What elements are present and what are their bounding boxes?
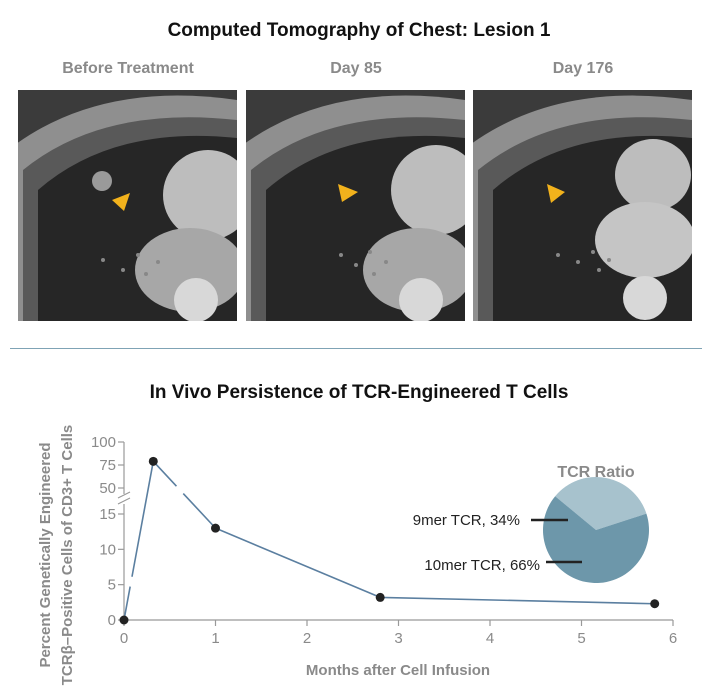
ct-label-day85: Day 85 (330, 60, 382, 77)
y-tick-label: 50 (99, 480, 116, 497)
chart-title: In Vivo Persistence of TCR-Engineered T … (149, 382, 569, 403)
data-point (148, 456, 158, 466)
x-tick-label: 6 (669, 630, 677, 647)
y-axis-label-line1: Percent Genetically Engineered (37, 442, 54, 667)
ct-scan-day176 (473, 90, 692, 321)
ct-title: Computed Tomography of Chest: Lesion 1 (167, 20, 551, 41)
arrow-icon (547, 184, 565, 203)
section-divider (10, 348, 702, 349)
y-tick-label: 5 (108, 577, 116, 594)
x-tick-label: 3 (394, 630, 402, 647)
data-point (119, 615, 129, 625)
pie-label-9mer: 9mer TCR, 34% (413, 512, 520, 529)
series-line-segment (380, 596, 655, 605)
x-tick-label: 0 (120, 630, 128, 647)
arrow-icon (112, 193, 130, 211)
y-tick-label: 10 (99, 541, 116, 558)
y-tick-label: 75 (99, 457, 116, 474)
x-tick-label: 1 (211, 630, 219, 647)
series-line-segment (215, 527, 381, 599)
axis-break-mark (117, 497, 131, 505)
pie-slice-9mer (555, 477, 647, 530)
y-tick-label: 15 (99, 506, 116, 523)
pie-title: TCR Ratio (557, 464, 635, 481)
arrow-icon (338, 184, 358, 202)
data-point (211, 523, 220, 533)
ct-scan-day85 (246, 90, 465, 321)
x-tick-label: 2 (303, 630, 311, 647)
persistence-chart: Percent Genetically Engineered TCRβ–Posi… (37, 425, 677, 685)
axis-break-mark (117, 491, 131, 499)
x-axis-label: Months after Cell Infusion (306, 662, 490, 679)
y-tick-label: 0 (108, 612, 116, 629)
data-point (375, 592, 385, 602)
series-line-segment (152, 460, 217, 529)
ct-scan-before (18, 90, 237, 321)
x-tick-label: 5 (577, 630, 585, 647)
y-axis-label-line2: TCRβ–Positive Cells of CD3+ T Cells (59, 425, 76, 685)
lesion-nodule (92, 171, 112, 191)
y-tick-label: 100 (91, 434, 116, 451)
pie-label-10mer: 10mer TCR, 66% (424, 557, 540, 574)
x-tick-label: 4 (486, 630, 494, 647)
data-point (650, 599, 660, 609)
series-line-segment (123, 461, 155, 621)
ct-label-before: Before Treatment (62, 60, 194, 77)
ct-label-day176: Day 176 (552, 60, 614, 77)
